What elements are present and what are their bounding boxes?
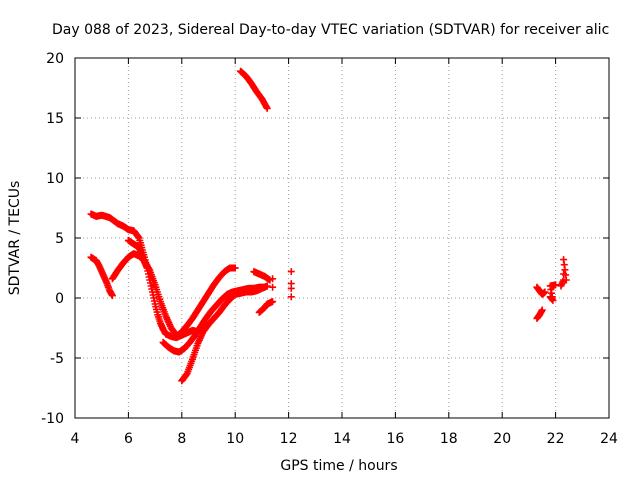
y-tick-label: 0 — [55, 291, 64, 307]
data-point — [287, 284, 295, 292]
data-point — [231, 264, 239, 272]
x-tick-label: 4 — [71, 431, 80, 447]
grid — [75, 58, 609, 418]
x-tick-label: 22 — [547, 431, 565, 447]
y-tick-label: -10 — [41, 411, 64, 427]
chart-title: Day 088 of 2023, Sidereal Day-to-day VTE… — [52, 22, 609, 38]
data-point — [269, 298, 277, 306]
data-point — [263, 104, 271, 112]
y-tick-label: 15 — [46, 111, 64, 127]
y-tick-label: 5 — [55, 231, 64, 247]
y-tick-label: 20 — [46, 51, 64, 67]
data-point — [269, 283, 277, 291]
x-tick-label: 8 — [177, 431, 186, 447]
data-point — [562, 276, 570, 284]
x-tick-label: 18 — [440, 431, 458, 447]
y-tick-label: 10 — [46, 171, 64, 187]
x-tick-label: 20 — [493, 431, 511, 447]
x-tick-label: 10 — [226, 431, 244, 447]
x-tick-label: 16 — [386, 431, 404, 447]
x-tick-label: 6 — [124, 431, 133, 447]
data-point — [552, 281, 560, 289]
data-point — [287, 268, 295, 276]
data-points — [87, 67, 570, 385]
data-point — [263, 282, 271, 290]
data-point — [287, 293, 295, 301]
data-point — [541, 288, 549, 296]
data-point — [269, 275, 277, 283]
x-tick-label: 14 — [333, 431, 351, 447]
x-axis-label: GPS time / hours — [280, 458, 397, 474]
x-tick-label: 24 — [600, 431, 618, 447]
tick-labels: 4 6 8 10 12 14 16 18 20 22 24 -10 -5 0 5 10 15 20 — [41, 51, 618, 447]
x-tick-label: 12 — [280, 431, 298, 447]
y-tick-label: -5 — [50, 351, 64, 367]
data-point — [538, 306, 546, 314]
y-axis-label: SDTVAR / TECUs — [7, 181, 23, 296]
data-point — [108, 292, 116, 300]
ticks — [74, 57, 610, 419]
data-point — [143, 264, 151, 272]
